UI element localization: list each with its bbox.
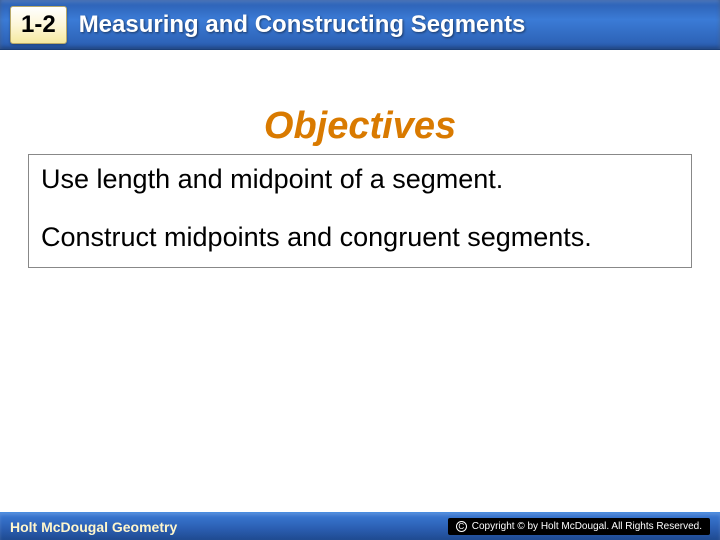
footer-book-title: Holt McDougal Geometry [10, 519, 177, 535]
objectives-heading: Objectives [0, 105, 720, 148]
objective-item: Construct midpoints and congruent segmen… [41, 221, 679, 255]
copyright-badge: C Copyright © by Holt McDougal. All Righ… [448, 518, 710, 535]
lesson-number: 1-2 [21, 11, 56, 38]
lesson-title: Measuring and Constructing Segments [79, 11, 526, 39]
objective-item: Use length and midpoint of a segment. [41, 163, 679, 197]
copyright-icon: C [456, 521, 467, 532]
slide: 1-2 Measuring and Constructing Segments … [0, 0, 720, 540]
footer-bar: Holt McDougal Geometry C Copyright © by … [0, 512, 720, 540]
lesson-number-box: 1-2 [10, 6, 67, 44]
copyright-text: Copyright © by Holt McDougal. All Rights… [472, 521, 702, 532]
header-bar: 1-2 Measuring and Constructing Segments [0, 0, 720, 50]
objectives-box: Use length and midpoint of a segment. Co… [28, 154, 692, 268]
